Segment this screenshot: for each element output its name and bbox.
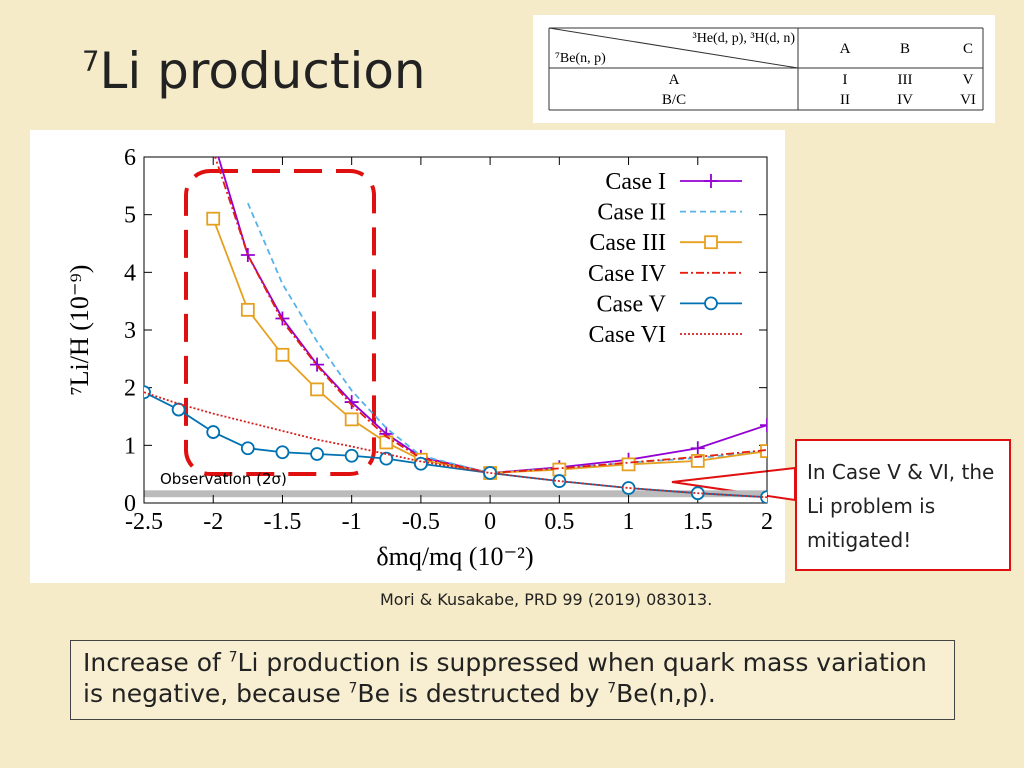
series-line	[144, 391, 767, 499]
marker	[413, 456, 428, 471]
table-row-head: A	[669, 72, 680, 88]
marker	[483, 466, 498, 480]
footer-sup: 7	[607, 680, 617, 697]
x-tick-label: -1.5	[263, 509, 301, 535]
table-corner-top: ³He(d, p), ³H(d, n)	[693, 31, 796, 46]
table-row-head: B/C	[662, 92, 686, 108]
footer-box: Increase of 7Li production is suppressed…	[70, 640, 955, 720]
y-tick-label: 1	[124, 433, 136, 459]
table-col-head: C	[963, 41, 973, 57]
footer-text: Be is destructed by	[357, 679, 608, 708]
x-tick-label: 0.5	[544, 509, 574, 535]
observation-band	[144, 490, 767, 498]
legend-marker	[704, 174, 718, 188]
table-col-head: A	[840, 41, 851, 57]
marker	[240, 302, 255, 317]
table-col-head: B	[900, 41, 910, 57]
marker	[310, 357, 325, 372]
table-cell: I	[843, 72, 848, 88]
legend-label: Case VI	[588, 322, 666, 348]
slide-title: 7Li production	[82, 42, 426, 100]
x-tick-label: 0	[484, 509, 496, 535]
y-axis-label: ⁷Li/H (10⁻⁹)	[65, 265, 94, 396]
marker	[344, 448, 359, 463]
marker	[275, 311, 290, 326]
title-text: Li production	[99, 42, 426, 100]
y-tick-label: 6	[124, 145, 136, 171]
x-axis-label: δmq/mq (10⁻²)	[376, 542, 533, 571]
marker	[206, 211, 221, 226]
x-tick-label: 2	[761, 509, 773, 535]
footer-sup: 7	[348, 680, 358, 697]
marker	[344, 395, 359, 410]
marker	[240, 441, 255, 456]
marker	[240, 248, 255, 263]
table-cell: VI	[960, 92, 976, 108]
marker	[760, 418, 767, 433]
footer-text: Increase of	[83, 648, 229, 677]
marker	[144, 385, 151, 400]
table-cell: III	[898, 72, 913, 88]
table-lines	[548, 27, 984, 111]
marker	[275, 445, 290, 460]
marker	[690, 441, 705, 456]
plot-area	[144, 157, 767, 503]
table-cell: V	[963, 72, 974, 88]
x-tick-label: -2.5	[125, 509, 163, 535]
series-line	[217, 157, 767, 474]
table-cell: II	[840, 92, 850, 108]
chart-bg	[30, 130, 785, 583]
legend-label: Case V	[596, 291, 666, 317]
y-tick-label: 5	[124, 203, 136, 229]
legend-label: Case III	[589, 230, 666, 256]
footer-sup: 7	[228, 649, 238, 666]
title-sup: 7	[82, 45, 100, 78]
observation-label: Observation (2σ)	[160, 470, 287, 488]
marker	[760, 490, 767, 503]
x-tick-label: -2	[203, 509, 223, 535]
marker	[621, 457, 636, 472]
table-cell: IV	[897, 92, 913, 108]
y-tick-label: 4	[124, 260, 136, 286]
y-tick-label: 2	[124, 376, 136, 402]
x-tick-label: 1	[623, 509, 635, 535]
legend-marker	[704, 235, 718, 250]
legend-label: Case I	[605, 169, 666, 195]
series-line	[214, 157, 767, 474]
y-tick-label: 0	[124, 491, 136, 517]
marker	[206, 425, 221, 439]
legend-label: Case II	[597, 200, 666, 226]
marker	[310, 447, 324, 461]
table-bg	[533, 15, 995, 123]
table-corner-bottom: ⁷Be(n, p)	[555, 51, 606, 66]
x-tick-label: -0.5	[402, 509, 440, 535]
legend-marker	[704, 296, 718, 311]
marker	[310, 382, 324, 397]
highlight-box	[184, 169, 376, 476]
callout: In Case V & VI, the Li problem is mitiga…	[795, 439, 1011, 571]
marker	[379, 451, 394, 466]
marker	[344, 412, 359, 427]
footer-text: Be(n,p).	[616, 679, 716, 708]
x-tick-label: 1.5	[683, 509, 713, 535]
y-tick-label: 3	[124, 318, 136, 344]
x-tick-label: -1	[342, 509, 362, 535]
series-line	[212, 218, 767, 474]
marker	[275, 347, 290, 362]
marker	[621, 481, 636, 495]
legend-label: Case IV	[588, 261, 667, 287]
footer-text: Li production is suppressed when quark m…	[83, 648, 927, 708]
marker	[379, 435, 394, 450]
citation: Mori & Kusakabe, PRD 99 (2019) 083013.	[380, 590, 713, 609]
